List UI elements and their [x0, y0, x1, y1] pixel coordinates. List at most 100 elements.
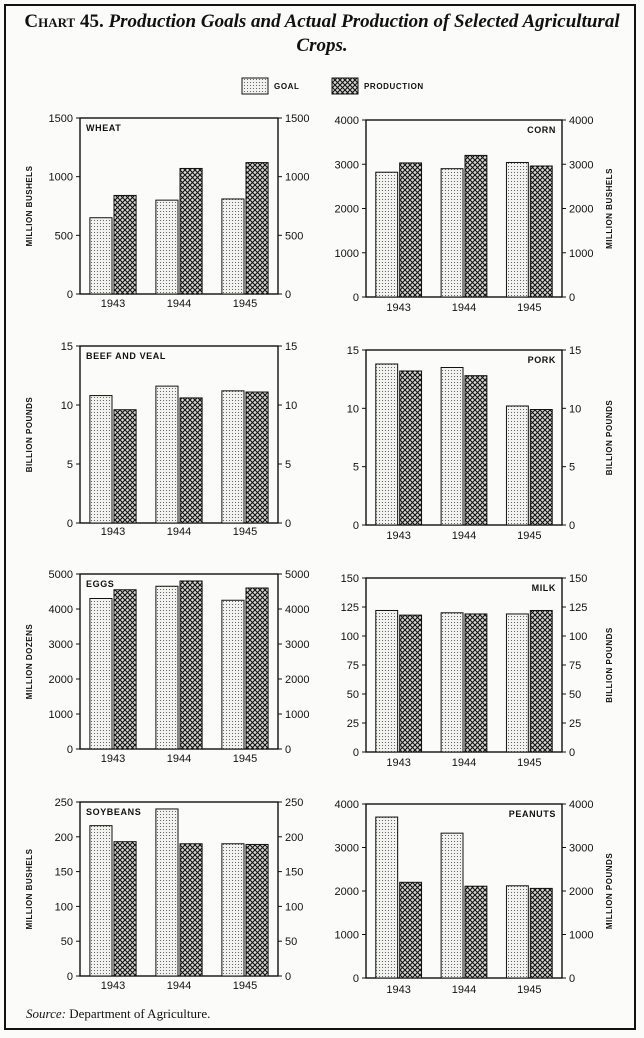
plot-frame	[79, 345, 279, 524]
y-tick-label-left: 4000	[335, 799, 359, 811]
x-tick-label: 1945	[233, 298, 257, 310]
y-tick-label-right: 4000	[569, 799, 593, 811]
x-tick-label: 1944	[167, 753, 191, 765]
y-tick-label-left: 3000	[335, 843, 359, 855]
y-axis-label: MILLION POUNDS	[605, 853, 614, 929]
y-tick-label-left: 3000	[49, 639, 73, 651]
y-tick-label-right: 15	[569, 345, 581, 357]
y-tick-label-right: 0	[285, 744, 291, 756]
y-tick-label-left: 50	[61, 936, 73, 948]
bar-production-1944	[464, 154, 488, 298]
plot-frame	[79, 117, 279, 295]
y-tick-label-right: 3000	[285, 639, 309, 651]
y-tick-label-left: 500	[55, 230, 73, 242]
bar-production-1943	[113, 841, 137, 977]
y-tick-label-left: 2000	[335, 204, 359, 216]
source-note: Source: Department of Agriculture.	[26, 1006, 210, 1022]
x-tick-label: 1945	[517, 757, 541, 769]
panel-corn: 0 0 1000 1000 2000 2000 3000 3000 4000 4000 MILLIO…	[335, 115, 614, 314]
panel-title: MILK	[532, 583, 556, 593]
bar-production-1943	[113, 194, 137, 295]
panel-peanuts: 0 0 1000 1000 2000 2000 3000 3000 4000 4000 MILLIO…	[335, 799, 614, 996]
y-tick-label-right: 1000	[285, 709, 309, 721]
y-tick-label-left: 5	[353, 462, 359, 474]
y-tick-label-right: 1000	[285, 172, 309, 184]
y-tick-label-left: 10	[61, 400, 73, 412]
x-tick-label: 1945	[233, 753, 257, 765]
bar-production-1945	[529, 409, 553, 526]
bar-goal-1945	[221, 198, 245, 295]
bar-production-1944	[179, 397, 203, 524]
bar-goal-1945	[221, 843, 245, 977]
x-tick-label: 1943	[386, 757, 410, 769]
bar-production-1943	[113, 589, 137, 750]
y-tick-label-right: 4000	[285, 604, 309, 616]
x-tick-label: 1944	[167, 526, 191, 538]
bar-production-1943	[399, 614, 423, 753]
panel-title: BEEF AND VEAL	[86, 351, 166, 361]
legend: GOAL PRODUCTION	[241, 77, 424, 95]
chart-title-text: Production Goals and Actual Production o…	[108, 11, 620, 56]
y-tick-label-right: 125	[569, 602, 587, 614]
y-tick-label-right: 15	[285, 341, 297, 353]
x-tick-label: 1943	[386, 302, 410, 314]
panel-beef-and-veal: 0 0 5 5 10 10 15 15 BILLION POUNDS BEEF AND VEAL 1…	[25, 341, 297, 538]
bar-production-1945	[529, 609, 553, 753]
bar-goal-1944	[440, 612, 464, 753]
y-tick-label-right: 0	[569, 973, 575, 985]
bar-goal-1943	[375, 816, 399, 979]
y-tick-label-left: 75	[347, 660, 359, 672]
bar-production-1945	[245, 162, 269, 295]
source-label: Source:	[26, 1006, 66, 1021]
y-axis-label: BILLION POUNDS	[605, 627, 614, 703]
bar-goal-1943	[375, 171, 399, 298]
y-tick-label-left: 10	[347, 403, 359, 415]
y-tick-label-right: 4000	[569, 115, 593, 127]
x-tick-label: 1945	[517, 530, 541, 542]
bar-goal-1944	[440, 168, 464, 298]
y-tick-label-left: 25	[347, 718, 359, 730]
y-tick-label-right: 1500	[285, 113, 309, 125]
panel-title: SOYBEANS	[86, 807, 141, 817]
y-tick-label-left: 0	[67, 971, 73, 983]
y-tick-label-left: 1000	[335, 930, 359, 942]
y-tick-label-right: 5	[569, 462, 575, 474]
panel-pork: 0 0 5 5 10 10 15 15 BILLION POUNDS PORK 1943 1944 19…	[347, 345, 614, 542]
bar-goal-1945	[221, 599, 245, 750]
y-tick-label-left: 250	[55, 797, 73, 809]
y-tick-label-left: 15	[61, 341, 73, 353]
bar-goal-1943	[89, 825, 113, 977]
bar-production-1944	[464, 613, 488, 753]
y-tick-label-left: 2000	[335, 886, 359, 898]
plot-frame	[365, 349, 563, 526]
y-tick-label-right: 0	[569, 292, 575, 304]
legend-item-production: PRODUCTION	[331, 77, 424, 95]
y-axis-label: MILLION BUSHELS	[605, 168, 614, 249]
bar-goal-1945	[505, 885, 529, 979]
y-axis-label: MILLION DOZENS	[25, 624, 34, 700]
bar-goal-1945	[505, 161, 529, 298]
x-tick-label: 1944	[452, 757, 476, 769]
plot-frame	[79, 573, 279, 750]
x-tick-label: 1944	[167, 980, 191, 992]
bar-production-1945	[245, 391, 269, 524]
x-tick-label: 1943	[101, 753, 125, 765]
y-tick-label-right: 10	[569, 403, 581, 415]
x-tick-label: 1944	[167, 298, 191, 310]
legend-label: GOAL	[274, 82, 300, 91]
bar-goal-1944	[155, 808, 179, 977]
x-tick-label: 1944	[452, 984, 476, 996]
y-tick-label-left: 2000	[49, 674, 73, 686]
y-tick-label-right: 50	[285, 936, 297, 948]
bar-goal-1944	[440, 832, 464, 979]
y-tick-label-left: 50	[347, 689, 359, 701]
x-tick-label: 1944	[452, 302, 476, 314]
y-tick-label-right: 2000	[285, 674, 309, 686]
y-axis-label: MILLION BUSHELS	[25, 165, 34, 246]
legend-label: PRODUCTION	[364, 82, 424, 91]
bar-goal-1945	[505, 613, 529, 753]
x-tick-label: 1945	[517, 984, 541, 996]
bar-production-1944	[179, 580, 203, 750]
y-tick-label-left: 5000	[49, 569, 73, 581]
y-tick-label-left: 3000	[335, 159, 359, 171]
